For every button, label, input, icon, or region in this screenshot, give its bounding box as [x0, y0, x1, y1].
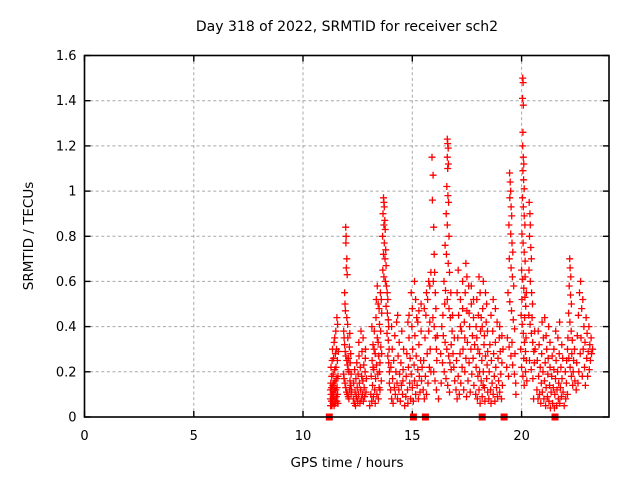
x-tick-label: 15: [404, 429, 421, 444]
x-tick-label: 20: [513, 429, 530, 444]
y-tick-label: 1.6: [56, 49, 77, 64]
plot-border: [83, 54, 610, 418]
x-axis-label: GPS time / hours: [290, 455, 403, 471]
y-tick-label: 0: [68, 411, 76, 426]
y-tick-label: 0.4: [56, 320, 77, 335]
x-tick-label: 10: [295, 429, 312, 444]
y-tick-label: 0.6: [56, 275, 77, 290]
tick-labels: 0 5 10 15 20 0 0.2 0.4 0.6 0.8 1 1.2 1.4 1.6: [56, 49, 530, 444]
chart-title: Day 318 of 2022, SRMTID for receiver sch…: [196, 19, 498, 35]
y-tick-label: 1: [68, 185, 76, 200]
y-axis-label: SRMTID / TECUs: [21, 182, 37, 290]
y-tick-label: 0.2: [56, 365, 77, 380]
x-tick-label: 5: [190, 429, 198, 444]
data-points: [326, 74, 597, 412]
x-tick-label: 0: [80, 429, 88, 444]
y-tick-label: 1.4: [56, 94, 77, 109]
y-tick-label: 0.8: [56, 230, 77, 245]
y-tick-label: 1.2: [56, 139, 77, 154]
scatter-series-SRMTID: [326, 74, 597, 412]
